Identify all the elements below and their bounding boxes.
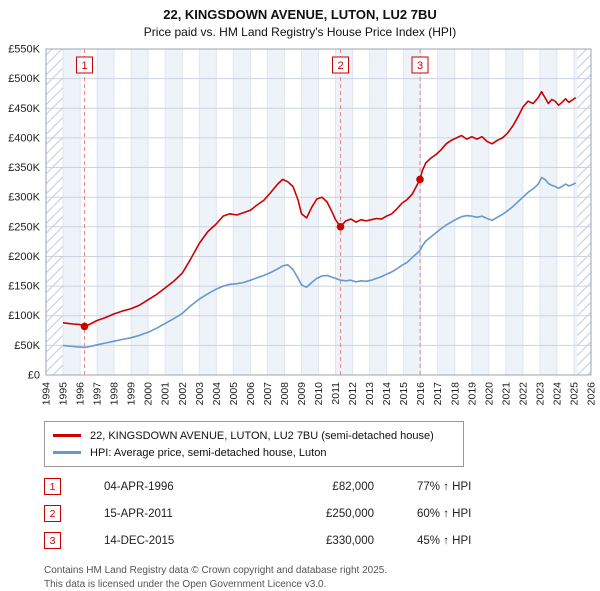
- svg-text:£400K: £400K: [8, 132, 40, 144]
- transactions-table: 1 04-APR-1996 £82,000 77% ↑ HPI 2 15-APR…: [44, 473, 600, 554]
- svg-text:2018: 2018: [449, 382, 461, 406]
- svg-text:1997: 1997: [92, 382, 104, 406]
- svg-text:£0: £0: [28, 370, 40, 382]
- page-subtitle: Price paid vs. HM Land Registry's House …: [0, 22, 600, 39]
- svg-text:£50K: £50K: [14, 340, 40, 352]
- svg-text:2022: 2022: [517, 382, 529, 406]
- chart-legend: 22, KINGSDOWN AVENUE, LUTON, LU2 7BU (se…: [44, 421, 464, 467]
- svg-text:3: 3: [417, 60, 423, 72]
- svg-text:2017: 2017: [432, 382, 444, 406]
- page-title: 22, KINGSDOWN AVENUE, LUTON, LU2 7BU: [0, 0, 600, 22]
- svg-text:2024: 2024: [551, 382, 563, 406]
- footer-line-license: This data is licensed under the Open Gov…: [44, 578, 600, 591]
- svg-text:2003: 2003: [194, 382, 206, 406]
- svg-text:1996: 1996: [75, 382, 87, 406]
- legend-item-label: HPI: Average price, semi-detached house,…: [90, 447, 326, 459]
- svg-text:2025: 2025: [569, 382, 581, 406]
- svg-text:1: 1: [81, 60, 87, 72]
- legend-item-label: 22, KINGSDOWN AVENUE, LUTON, LU2 7BU (se…: [90, 430, 434, 442]
- transaction-row: 1 04-APR-1996 £82,000 77% ↑ HPI: [44, 473, 600, 500]
- footer-line-copyright: Contains HM Land Registry data © Crown c…: [44, 564, 600, 578]
- svg-text:2009: 2009: [296, 382, 308, 406]
- svg-text:2002: 2002: [177, 382, 189, 406]
- svg-text:2020: 2020: [483, 382, 495, 406]
- transaction-price: £82,000: [264, 481, 374, 493]
- svg-text:2005: 2005: [228, 382, 240, 406]
- svg-text:1994: 1994: [41, 382, 53, 406]
- transaction-row: 3 14-DEC-2015 £330,000 45% ↑ HPI: [44, 527, 600, 554]
- svg-text:1995: 1995: [58, 382, 70, 406]
- svg-text:£150K: £150K: [8, 281, 40, 293]
- svg-text:1998: 1998: [109, 382, 121, 406]
- svg-text:2004: 2004: [211, 382, 223, 406]
- svg-text:£300K: £300K: [8, 192, 40, 204]
- svg-text:2013: 2013: [364, 382, 376, 406]
- svg-text:2012: 2012: [347, 382, 359, 406]
- svg-text:2006: 2006: [245, 382, 257, 406]
- svg-text:2001: 2001: [160, 382, 172, 406]
- svg-text:£100K: £100K: [8, 310, 40, 322]
- transaction-date: 14-DEC-2015: [104, 535, 264, 547]
- svg-text:£450K: £450K: [8, 103, 40, 115]
- svg-text:2014: 2014: [381, 382, 393, 406]
- transaction-price: £330,000: [264, 535, 374, 547]
- svg-text:2011: 2011: [330, 382, 342, 405]
- transaction-number-badge: 3: [44, 532, 61, 549]
- svg-text:2019: 2019: [466, 382, 478, 406]
- transaction-number-badge: 1: [44, 478, 61, 495]
- license-footer: Contains HM Land Registry data © Crown c…: [44, 564, 600, 591]
- transaction-hpi-delta: 77% ↑ HPI: [374, 481, 600, 493]
- svg-text:£250K: £250K: [8, 221, 40, 233]
- svg-text:2023: 2023: [534, 382, 546, 406]
- property-line-swatch: [53, 434, 81, 437]
- svg-text:1999: 1999: [126, 382, 138, 406]
- transaction-date: 04-APR-1996: [104, 481, 264, 493]
- svg-text:2026: 2026: [586, 382, 598, 406]
- svg-text:£350K: £350K: [8, 162, 40, 174]
- transaction-hpi-delta: 45% ↑ HPI: [374, 535, 600, 547]
- legend-item-hpi: HPI: Average price, semi-detached house,…: [53, 444, 455, 461]
- svg-text:2008: 2008: [279, 382, 291, 406]
- svg-text:2016: 2016: [415, 382, 427, 406]
- svg-text:£550K: £550K: [8, 44, 40, 56]
- transaction-hpi-delta: 60% ↑ HPI: [374, 508, 600, 520]
- svg-text:2010: 2010: [313, 382, 325, 406]
- transaction-number-badge: 2: [44, 505, 61, 522]
- svg-text:2007: 2007: [262, 382, 274, 406]
- transaction-row: 2 15-APR-2011 £250,000 60% ↑ HPI: [44, 500, 600, 527]
- svg-text:2: 2: [337, 60, 343, 72]
- svg-text:2021: 2021: [500, 382, 512, 406]
- transaction-price: £250,000: [264, 508, 374, 520]
- svg-text:£500K: £500K: [8, 73, 40, 85]
- svg-text:£200K: £200K: [8, 251, 40, 263]
- svg-text:2015: 2015: [398, 382, 410, 406]
- svg-text:2000: 2000: [143, 382, 155, 406]
- legend-item-property: 22, KINGSDOWN AVENUE, LUTON, LU2 7BU (se…: [53, 427, 455, 444]
- price-history-chart: 1994 1995 1996 1997 1998 1999 2000 2001 2002 2003…: [0, 41, 600, 421]
- hpi-line-swatch: [53, 451, 81, 454]
- transaction-date: 15-APR-2011: [104, 508, 264, 520]
